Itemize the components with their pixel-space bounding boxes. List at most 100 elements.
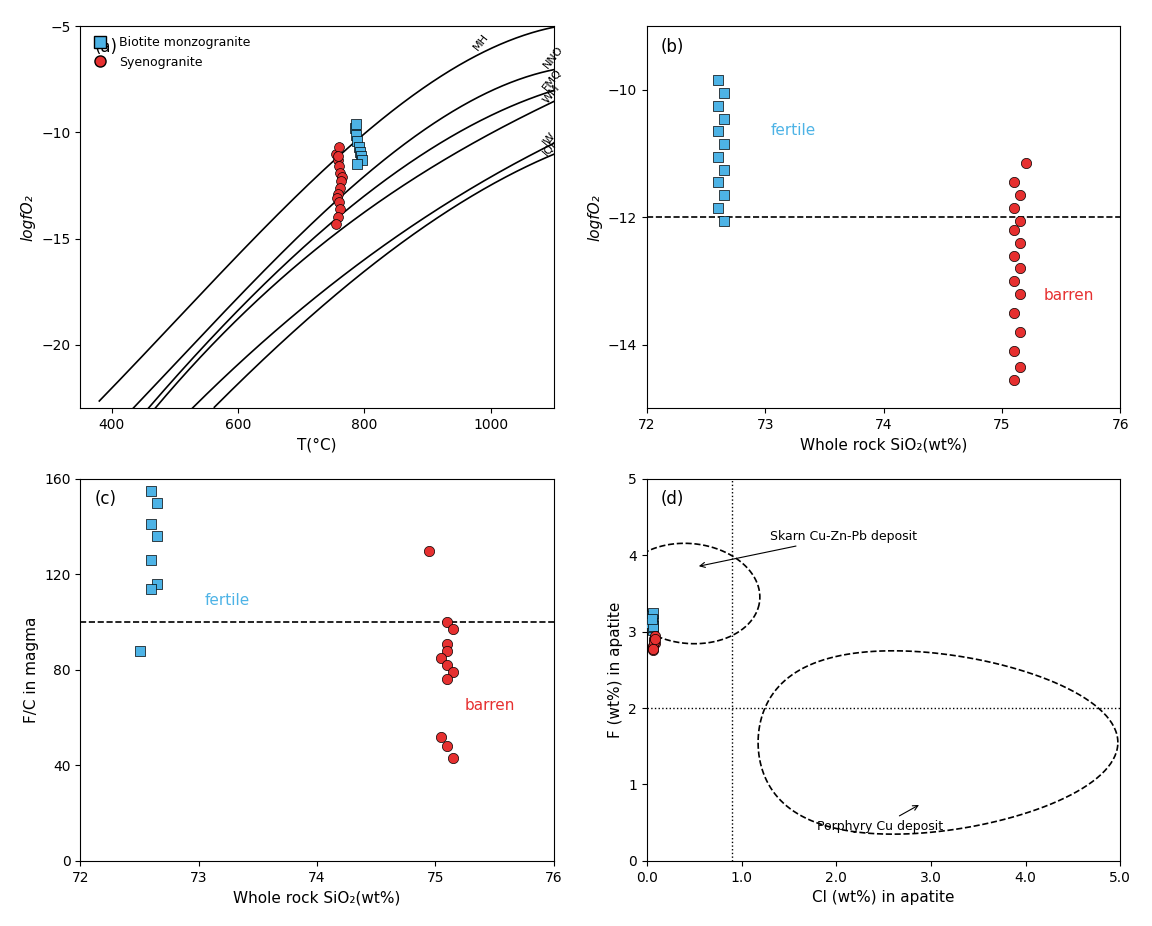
Point	[420, 544, 439, 558]
Point	[1005, 372, 1023, 387]
Point	[333, 169, 351, 184]
Point	[643, 613, 661, 628]
Point	[643, 639, 661, 654]
Point	[331, 166, 349, 181]
Point	[644, 623, 662, 638]
Point	[642, 615, 660, 630]
Point	[644, 640, 662, 655]
Point	[149, 495, 167, 510]
Point	[1010, 188, 1029, 203]
Point	[646, 632, 665, 646]
Point	[328, 210, 347, 225]
Point	[438, 644, 456, 658]
Point	[644, 643, 662, 657]
Point	[708, 200, 727, 215]
Point	[327, 191, 346, 206]
Point	[142, 517, 160, 532]
Point	[1005, 200, 1023, 215]
Point	[644, 619, 662, 633]
Point	[130, 644, 149, 658]
Point	[438, 657, 456, 672]
Point	[348, 156, 366, 171]
Point	[432, 730, 450, 745]
Point	[714, 162, 733, 177]
Text: Porphyry Cu deposit: Porphyry Cu deposit	[817, 806, 943, 833]
Text: barren: barren	[1044, 288, 1093, 303]
Point	[708, 73, 727, 88]
Point	[329, 159, 348, 174]
Point	[1010, 324, 1029, 339]
Point	[1016, 156, 1034, 170]
Text: fertile: fertile	[205, 594, 250, 608]
X-axis label: Cl (wt%) in apatite: Cl (wt%) in apatite	[812, 890, 955, 906]
Point	[438, 615, 456, 630]
Point	[432, 651, 450, 666]
Point	[142, 483, 160, 498]
Point	[438, 672, 456, 687]
Point	[714, 86, 733, 101]
Point	[1005, 344, 1023, 358]
Point	[1010, 213, 1029, 228]
Text: (b): (b)	[661, 38, 684, 56]
Point	[1005, 222, 1023, 237]
Text: IQF: IQF	[541, 137, 561, 157]
Point	[346, 120, 364, 135]
Point	[327, 146, 346, 161]
Point	[645, 632, 664, 646]
Point	[329, 140, 348, 155]
Y-axis label: F (wt%) in apatite: F (wt%) in apatite	[608, 602, 623, 738]
Text: (d): (d)	[661, 491, 684, 508]
Point	[644, 642, 662, 657]
Point	[708, 149, 727, 164]
Point	[331, 181, 349, 195]
Point	[328, 153, 347, 168]
Text: (a): (a)	[94, 38, 118, 56]
Point	[332, 174, 350, 189]
Y-axis label: F/C in magma: F/C in magma	[23, 617, 38, 723]
Y-axis label: logfO₂: logfO₂	[588, 194, 602, 241]
Text: fertile: fertile	[771, 122, 817, 138]
Point	[328, 148, 347, 163]
Point	[438, 739, 456, 754]
Point	[643, 606, 661, 620]
Point	[1005, 273, 1023, 288]
Text: IW: IW	[541, 131, 558, 147]
Legend: Biotite monzogranite, Syenogranite: Biotite monzogranite, Syenogranite	[86, 32, 255, 72]
Point	[327, 217, 346, 232]
Y-axis label: logfO₂: logfO₂	[21, 194, 36, 241]
Point	[643, 619, 661, 634]
Point	[643, 609, 661, 624]
Point	[708, 175, 727, 190]
Point	[714, 188, 733, 203]
Text: Skarn Cu-Zn-Pb deposit: Skarn Cu-Zn-Pb deposit	[700, 530, 917, 568]
Point	[444, 622, 462, 637]
Text: WM: WM	[541, 83, 562, 106]
Point	[1010, 261, 1029, 276]
Point	[708, 124, 727, 139]
Point	[642, 617, 660, 632]
Point	[714, 137, 733, 152]
Point	[444, 751, 462, 766]
Point	[328, 186, 347, 201]
Point	[1005, 306, 1023, 320]
X-axis label: Whole rock SiO₂(wt%): Whole rock SiO₂(wt%)	[234, 890, 401, 906]
Point	[1010, 359, 1029, 374]
Point	[149, 529, 167, 544]
Point	[646, 636, 665, 651]
Point	[350, 144, 369, 159]
Point	[142, 582, 160, 596]
Point	[149, 577, 167, 592]
Point	[347, 127, 365, 142]
Text: NNO: NNO	[541, 44, 564, 70]
Point	[714, 213, 733, 228]
Point	[438, 636, 456, 651]
Text: MH: MH	[471, 31, 491, 52]
Point	[1010, 235, 1029, 250]
Point	[708, 98, 727, 113]
Point	[353, 148, 371, 163]
Text: FMQ: FMQ	[541, 67, 564, 93]
Point	[714, 111, 733, 126]
X-axis label: T(°C): T(°C)	[297, 438, 336, 453]
Point	[444, 665, 462, 680]
Point	[1010, 286, 1029, 301]
